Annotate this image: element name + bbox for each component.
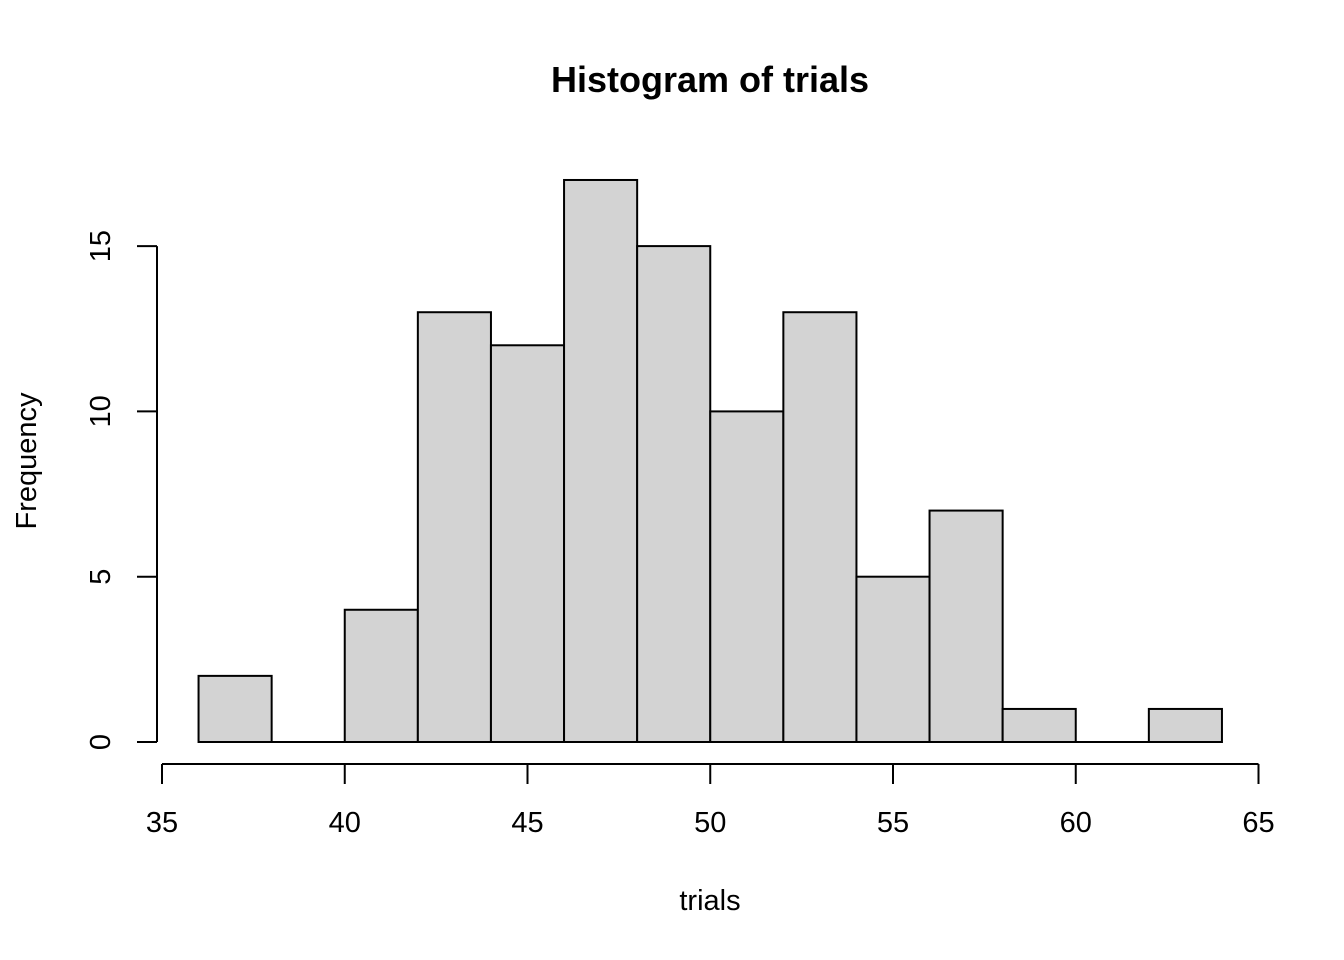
x-tick-label-60: 60	[1060, 807, 1092, 839]
histogram-bar-46-48	[563, 178, 639, 744]
histogram-bar-50-52	[709, 410, 785, 743]
y-axis-label: Frequency	[11, 392, 43, 530]
histogram-bar-62-64	[1147, 707, 1223, 744]
y-tick-label-15: 15	[85, 230, 117, 262]
x-tick-label-35: 35	[146, 807, 178, 839]
histogram-bar-48-50	[636, 245, 712, 743]
x-axis-label: trials	[679, 885, 740, 917]
y-tick-label-0: 0	[85, 734, 117, 750]
histogram-bar-40-42	[343, 608, 419, 744]
y-axis: 0 5 10 15	[85, 230, 158, 750]
y-tick-label-5: 5	[85, 569, 117, 585]
histogram-bar-56-58	[928, 509, 1004, 743]
x-tick-label-45: 45	[511, 807, 543, 839]
x-tick-label-65: 65	[1242, 807, 1274, 839]
x-axis: 35 40 45 50 55 60 65	[146, 763, 1275, 839]
y-tick-label-10: 10	[85, 395, 117, 427]
histogram-bar-42-44	[416, 311, 492, 743]
x-tick-label-55: 55	[877, 807, 909, 839]
histogram-bar-58-60	[1001, 707, 1077, 744]
histogram-bar-44-46	[489, 344, 566, 743]
histogram-bar-52-54	[782, 311, 858, 743]
histogram-bar-54-56	[855, 575, 931, 744]
x-tick-label-40: 40	[329, 807, 361, 839]
histogram-bar-36-38	[197, 674, 273, 744]
chart-title: Histogram of trials	[551, 59, 869, 100]
bars-group	[197, 178, 1223, 744]
x-tick-label-50: 50	[694, 807, 726, 839]
